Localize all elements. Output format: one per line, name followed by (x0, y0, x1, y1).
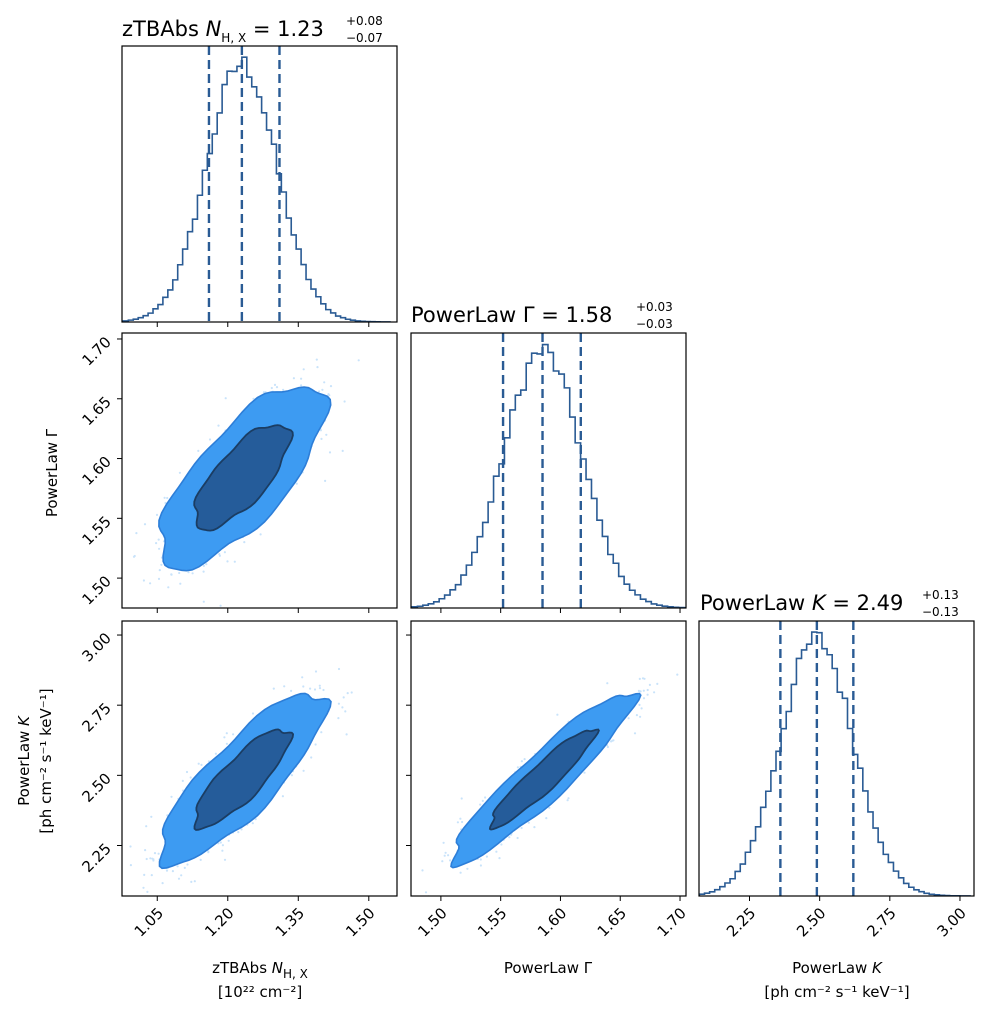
title-nh: zTBAbs NH, X = 1.23 (122, 17, 324, 45)
title-gamma: PowerLaw Γ = 1.58 (411, 303, 612, 327)
svg-text:zTBAbs NH, X: zTBAbs NH, X (212, 959, 308, 981)
hist-panel-1 (410, 332, 687, 609)
title-gamma-minus: −0.03 (636, 317, 673, 331)
frame-diag-2 (698, 620, 975, 897)
frame-2-0 (121, 620, 398, 897)
xtick-label: 3.00 (933, 904, 969, 940)
xlabel-nh: zTBAbs NH, X [10²² cm⁻²] (212, 959, 308, 1001)
title-k: PowerLaw K = 2.49 (700, 591, 903, 615)
contour-1sigma-2-1 (488, 728, 600, 831)
contour-1sigma-2-0 (193, 728, 295, 831)
frame-1-0 (121, 332, 398, 609)
xtick-label: 1.60 (534, 904, 570, 940)
xtick-label: 1.05 (131, 904, 167, 940)
frame-2-1 (410, 620, 687, 897)
hist-panel-2 (698, 620, 975, 897)
xtick-label: 1.35 (272, 904, 308, 940)
svg-text:PowerLaw K: PowerLaw K (792, 959, 883, 977)
xtick-label: 2.75 (863, 904, 899, 940)
frame-diag-0 (121, 45, 398, 323)
svg-text:[ph cm⁻² s⁻¹ keV⁻¹]: [ph cm⁻² s⁻¹ keV⁻¹] (37, 688, 55, 833)
xtick-label: 1.50 (342, 904, 378, 940)
xtick-label: 1.65 (594, 904, 630, 940)
title-nh-plus: +0.08 (346, 14, 383, 28)
xtick-label: 1.20 (201, 904, 237, 940)
xtick-label: 1.55 (474, 904, 510, 940)
ylabel-k: PowerLaw K [ph cm⁻² s⁻¹ keV⁻¹] (15, 688, 55, 833)
ytick-label: 2.50 (78, 769, 114, 805)
xtick-label: 2.25 (723, 904, 759, 940)
title-k-minus: −0.13 (922, 605, 959, 619)
contour-1sigma-1-0 (193, 424, 294, 532)
hist-steps-2 (699, 631, 971, 896)
title-k-plus: +0.13 (922, 588, 959, 602)
panel-2-0 (121, 620, 398, 897)
panel-1-0 (121, 332, 398, 609)
svg-text:[ph cm⁻² s⁻¹ keV⁻¹]: [ph cm⁻² s⁻¹ keV⁻¹] (764, 983, 909, 1001)
ytick-label: 1.60 (78, 453, 114, 489)
panel-2-1 (410, 620, 687, 897)
ytick-label: 1.70 (78, 333, 114, 369)
xlabel-gamma: PowerLaw Γ (504, 959, 593, 977)
ytick-label: 1.50 (78, 572, 114, 608)
title-gamma-plus: +0.03 (636, 300, 673, 314)
title-nh-minus: −0.07 (346, 31, 383, 45)
xtick-label: 2.50 (793, 904, 829, 940)
panels: 1.05 1.20 1.35 1.50 1.50 1.55 1.60 1.65 1.70 2.25… (78, 45, 975, 940)
ytick-label: 1.55 (78, 512, 114, 548)
svg-text:PowerLaw K: PowerLaw K (15, 715, 33, 806)
xtick-label: 1.50 (414, 904, 450, 940)
ytick-label: 2.75 (78, 699, 114, 735)
ytick-label: 2.25 (78, 840, 114, 876)
hist-panel-0 (121, 45, 398, 323)
ytick-label: 3.00 (78, 629, 114, 665)
svg-text:[10²² cm⁻²]: [10²² cm⁻²] (218, 983, 302, 1001)
tick-marks (117, 322, 961, 901)
ytick-label: 1.65 (78, 393, 114, 429)
frame-diag-1 (410, 332, 687, 609)
xlabel-k: PowerLaw K [ph cm⁻² s⁻¹ keV⁻¹] (764, 959, 909, 1001)
xtick-label: 1.70 (654, 904, 690, 940)
ylabel-gamma: PowerLaw Γ (43, 428, 61, 517)
